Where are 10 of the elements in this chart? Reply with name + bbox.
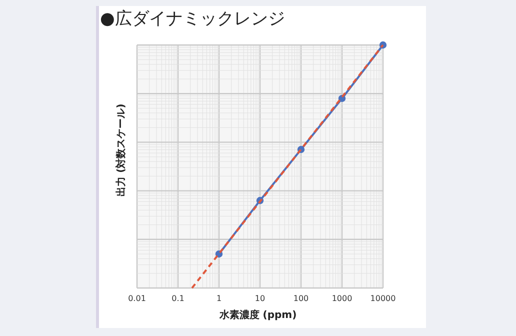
title: ●広ダイナミックレンジ	[100, 9, 285, 29]
x-tick-label: 1000	[332, 294, 352, 303]
x-tick-label: 100	[293, 294, 309, 303]
x-tick-label: 1	[216, 294, 222, 303]
x-tick-label: 10000	[370, 294, 396, 303]
x-tick-label: 0.1	[172, 294, 184, 303]
y-axis-title: 出力 (対数スケール)	[115, 104, 127, 196]
x-axis-title: 水素濃度 (ppm)	[218, 309, 297, 321]
x-tick-label: 10	[254, 294, 266, 303]
x-tick-label: 0.01	[128, 294, 146, 303]
